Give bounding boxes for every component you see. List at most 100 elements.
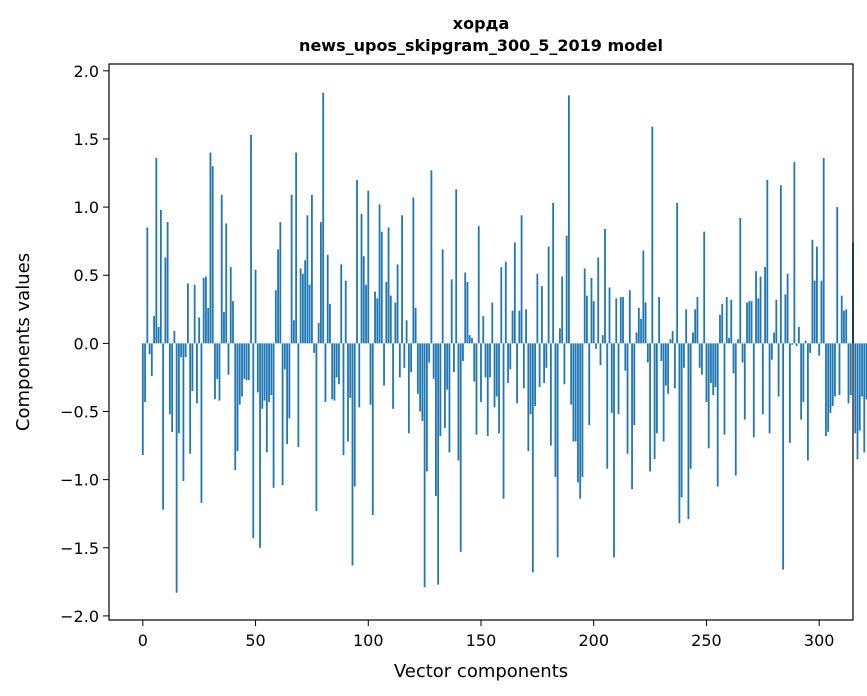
bar [858,343,861,431]
bar [669,339,672,344]
bar [387,227,390,344]
bar [516,343,518,404]
bar [250,134,252,344]
bar [531,343,534,573]
bar [220,194,223,344]
bar [207,307,210,344]
bar [723,343,726,435]
bar [525,309,527,344]
bar [414,307,417,344]
bar [277,249,279,344]
bar [613,343,615,558]
bar [243,343,246,379]
bar [216,343,219,379]
bar [649,343,651,472]
bar [419,343,422,412]
bar [378,204,381,344]
bar [313,343,316,353]
bar [254,269,257,344]
bar [468,335,471,344]
bar [324,343,327,402]
bar [486,343,489,437]
bar [371,343,374,516]
bar [658,297,661,344]
bar [480,343,482,402]
bar [155,158,158,344]
bar [644,302,647,344]
bar [831,343,834,407]
bar [385,282,388,344]
bar [610,343,613,413]
bar [764,267,766,344]
bar [570,343,573,405]
bar [326,254,329,344]
bar [338,343,340,385]
bar [401,215,403,344]
bar [586,295,588,344]
y-tick-label: 2.0 [74,62,99,81]
bar [653,343,656,460]
bar [189,343,192,454]
bar [504,261,507,344]
bar [477,226,480,344]
bar [746,302,748,344]
bar [734,343,737,476]
bar [671,331,674,344]
bar [500,267,503,344]
bar [813,280,816,344]
bar [849,343,852,396]
bar [865,343,867,400]
bar [520,215,523,344]
bar [721,303,724,344]
bar [698,343,701,368]
bar [198,317,201,344]
bar [572,343,575,442]
bar [437,343,440,585]
bar [761,343,764,415]
bar [809,343,812,353]
bar [232,301,234,344]
bar [804,340,807,344]
bar [428,343,431,363]
bar [466,282,469,344]
bar [651,126,654,344]
bar [462,343,464,362]
bar [604,228,606,344]
bar [595,343,597,349]
bar [453,343,455,372]
bar [642,250,645,344]
bar [522,343,525,389]
bar [556,343,559,558]
bar [545,343,548,368]
bar [491,302,494,344]
bar [513,242,516,344]
bar [448,343,451,453]
bar [646,343,649,363]
bar [737,339,739,344]
bar [509,343,512,370]
bar [527,343,530,452]
bar [608,287,611,344]
bar [579,343,582,499]
bar [838,343,841,396]
bar [389,295,392,344]
bar [353,343,356,487]
bar [755,271,757,344]
bar [236,343,239,452]
bar [335,343,338,378]
bar [356,179,358,344]
y-tick-label: 0.5 [74,266,99,285]
bar [637,307,640,344]
bar [678,343,681,524]
bar [628,290,631,344]
bar [847,343,850,404]
bar [261,343,264,409]
bar [782,343,785,570]
bar [739,217,742,344]
bar [667,343,670,394]
bar [687,343,690,520]
bar [299,268,302,344]
bar [270,343,273,396]
x-tick-label: 0 [138,631,148,650]
bar [590,277,593,344]
